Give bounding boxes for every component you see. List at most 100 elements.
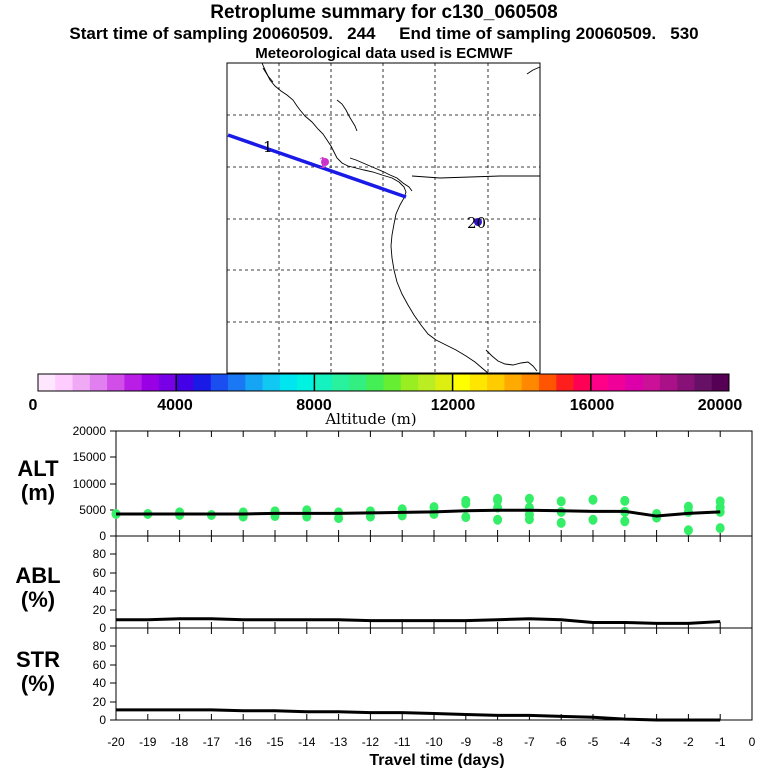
str-data	[116, 708, 721, 722]
str-ytick-60: 60	[93, 658, 107, 672]
map-panel: 1 1 20	[226, 62, 541, 374]
alt-cluster-point	[238, 507, 248, 518]
colorbar-swatch	[124, 374, 143, 391]
x-tick-label: -9	[460, 735, 471, 749]
colorbar-swatch	[435, 374, 454, 391]
colorbar-swatch	[521, 374, 540, 391]
x-tick-label: -20	[107, 735, 125, 749]
str-ytick-40: 40	[93, 676, 107, 690]
alt-ytick-15000: 15000	[73, 450, 107, 464]
map-gridlines	[227, 63, 540, 373]
abl-y-ticks: 0 20 40 60 80	[93, 547, 116, 635]
str-line	[116, 708, 721, 722]
colorbar-swatch	[366, 374, 384, 391]
colorbar-swatch	[348, 374, 367, 391]
x-tick-label: -1	[715, 735, 726, 749]
map-frame	[226, 62, 541, 374]
colorbar-swatch	[383, 374, 402, 391]
colorbar-swatch	[193, 374, 212, 391]
colorbar-swatch	[107, 374, 125, 391]
str-y-ticks: 0 20 40 60 80	[93, 639, 116, 727]
x-tick-label: -18	[171, 735, 189, 749]
alt-panel-label: ALT	[17, 456, 59, 481]
colorbar-swatch	[573, 374, 592, 391]
colorbar-swatch	[625, 374, 644, 391]
alt-cluster-point	[493, 514, 503, 525]
x-tick-label: -6	[556, 735, 567, 749]
day20-label: 20	[467, 214, 486, 232]
colorbar-swatch	[487, 374, 505, 391]
colorbar-swatch	[608, 374, 626, 391]
abl-panel-unit: (%)	[21, 587, 55, 612]
cbar-tick-12000: 12000	[431, 397, 476, 414]
x-tick-label: -8	[492, 735, 503, 749]
colorbar-swatch	[245, 374, 264, 391]
alt-cluster-point	[556, 517, 566, 528]
x-tick-label: -10	[425, 735, 443, 749]
alt-ytick-5000: 5000	[79, 503, 106, 517]
colorbar-swatch	[262, 374, 281, 391]
abl-ytick-40: 40	[93, 584, 107, 598]
colorbar-swatch	[400, 374, 419, 391]
day1-label: 1	[263, 138, 273, 156]
day20-marker	[474, 218, 482, 226]
backward-trajectory-line	[227, 133, 407, 199]
cbar-tick-16000: 16000	[570, 397, 615, 414]
abl-ytick-60: 60	[93, 566, 107, 580]
str-ytick-80: 80	[93, 639, 107, 653]
x-tick-label: -17	[203, 735, 221, 749]
colorbar-swatch	[504, 374, 523, 391]
abl-ytick-0: 0	[99, 621, 106, 635]
str-ytick-20: 20	[93, 695, 107, 709]
colorbar-swatch	[141, 374, 160, 391]
x-tick-label: -16	[235, 735, 253, 749]
alt-panel-unit: (m)	[21, 480, 55, 505]
alt-ytick-20000: 20000	[73, 424, 107, 438]
str-panel-frame	[115, 627, 753, 721]
abl-panel-frame	[115, 535, 753, 629]
alt-cluster-point	[588, 514, 598, 525]
alt-cluster-point	[493, 493, 503, 504]
colorbar-swatch	[659, 374, 678, 391]
alt-cluster-point	[461, 495, 471, 506]
x-axis-tick-labels: -20 -19 -18 -17 -16 -15 -14 -13 -12 -11 -10 -9 -8 -7-…	[107, 735, 755, 749]
abl-ytick-20: 20	[93, 603, 107, 617]
cbar-tick-0: 0	[29, 397, 38, 414]
str-ytick-0: 0	[99, 713, 106, 727]
chart-title: Retroplume summary for c130_060508	[210, 2, 558, 23]
colorbar-swatch	[72, 374, 91, 391]
alt-y-ticks: 0 5000 10000 15000 20000	[73, 424, 116, 543]
met-data-subtitle: Meteorological data used is ECMWF	[255, 45, 513, 62]
alt-ytick-0: 0	[99, 529, 106, 543]
colorbar-swatch	[38, 374, 56, 391]
cbar-tick-8000: 8000	[296, 397, 332, 414]
x-axis-ticks	[115, 431, 753, 720]
alt-cluster-point	[715, 496, 725, 507]
str-panel-unit: (%)	[21, 671, 55, 696]
day1-purple-label: 1	[318, 154, 328, 172]
colorbar-swatch	[314, 374, 333, 391]
x-tick-label: -7	[524, 735, 535, 749]
colorbar-swatch	[694, 374, 713, 391]
alt-mean-line	[116, 508, 721, 518]
alt-cluster-point	[683, 525, 693, 536]
alt-cluster-point	[524, 493, 534, 504]
colorbar-swatch	[538, 374, 557, 391]
colorbar-swatch	[452, 374, 471, 391]
colorbar-swatch	[642, 374, 661, 391]
sampling-times-subtitle: Start time of sampling 20060509. 244 End…	[69, 24, 699, 43]
alt-cluster-point	[429, 502, 439, 513]
colorbar-swatch	[418, 374, 436, 391]
x-tick-label: -19	[139, 735, 157, 749]
colorbar-label: Altitude (m)	[324, 410, 416, 428]
x-tick-label: -13	[330, 735, 348, 749]
colorbar-swatch	[331, 374, 350, 391]
alt-cluster-point	[620, 495, 630, 506]
abl-data	[116, 617, 721, 625]
altitude-colorbar	[37, 373, 730, 392]
colorbar-ticks: 0 4000 8000 12000 16000 20000	[29, 397, 743, 414]
x-tick-label: -11	[394, 735, 411, 749]
x-tick-label: -3	[651, 735, 662, 749]
x-tick-label: -5	[588, 735, 599, 749]
colorbar-swatch	[677, 374, 695, 391]
